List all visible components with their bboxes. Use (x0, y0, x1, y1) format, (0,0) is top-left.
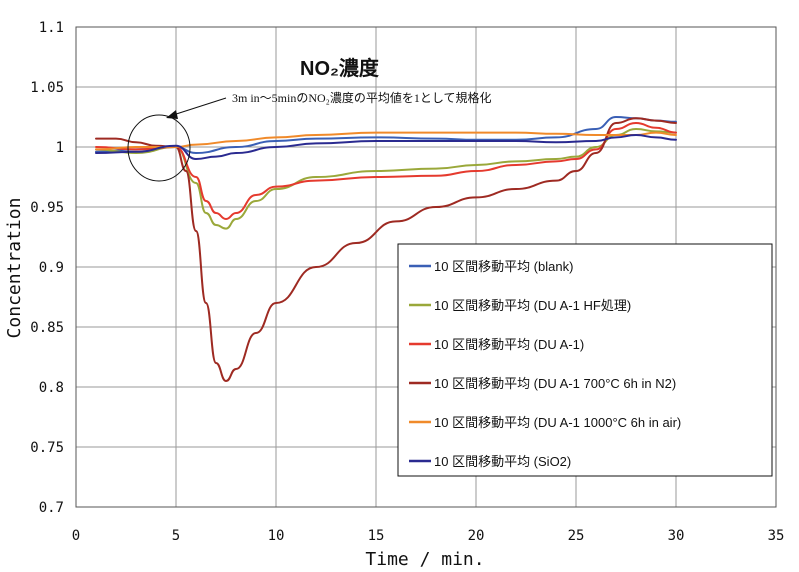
annotation-arrow (169, 97, 227, 117)
y-tick-label: 0.95 (30, 200, 64, 216)
series-line-2 (95, 128, 677, 230)
y-tick-label: 1.05 (30, 80, 64, 96)
annotation-text: 3m in～5minのNO₂濃度の平均値を1として規格化 (232, 90, 492, 105)
legend-label: 10 区間移動平均 (DU A-1 HF処理) (434, 298, 631, 313)
y-tick-label: 0.7 (39, 500, 64, 516)
legend: 10 区間移動平均 (blank) 10 区間移動平均 (DU A-1 HF処理)… (397, 243, 773, 477)
legend-label: 10 区間移動平均 (DU A-1) (434, 337, 584, 352)
x-axis-ticks: 0 5 10 15 20 25 30 35 (72, 528, 785, 544)
x-tick-label: 20 (468, 528, 485, 544)
annotation-arrowhead (166, 110, 178, 119)
y-axis-ticks: 0.7 0.75 0.8 0.85 0.9 0.95 1 1.05 1.1 (30, 20, 64, 516)
y-tick-label: 0.9 (39, 260, 64, 276)
y-tick-label: 0.85 (30, 320, 64, 336)
legend-label: 10 区間移動平均 (DU A-1 700°C 6h in N2) (434, 376, 676, 391)
x-tick-label: 25 (568, 528, 585, 544)
plot-frame (75, 26, 777, 508)
x-tick-label: 10 (268, 528, 285, 544)
y-tick-label: 1 (56, 140, 64, 156)
annotation-circle (127, 114, 191, 182)
series-line-4 (95, 117, 677, 382)
y-tick-label: 1.1 (39, 20, 64, 36)
x-tick-label: 35 (768, 528, 785, 544)
series-lines (95, 116, 677, 382)
series-line-5 (95, 131, 677, 151)
x-tick-label: 5 (172, 528, 180, 544)
y-tick-label: 0.8 (39, 380, 64, 396)
legend-box (397, 243, 773, 477)
legend-label: 10 区間移動平均 (SiO2) (434, 454, 571, 469)
x-tick-label: 30 (668, 528, 685, 544)
legend-label: 10 区間移動平均 (blank) (434, 259, 573, 274)
legend-label: 10 区間移動平均 (DU A-1 1000°C 6h in air) (434, 415, 681, 430)
series-line-6 (95, 134, 677, 160)
x-axis-label: Time / min. (365, 549, 484, 570)
chart-title: NO₂濃度 (300, 56, 380, 80)
x-tick-label: 0 (72, 528, 80, 544)
normalization-annotation: 3m in～5minのNO₂濃度の平均値を1として規格化 (127, 90, 492, 182)
y-tick-label: 0.75 (30, 440, 64, 456)
x-tick-label: 15 (368, 528, 385, 544)
y-axis-label: Concentration (4, 198, 25, 339)
